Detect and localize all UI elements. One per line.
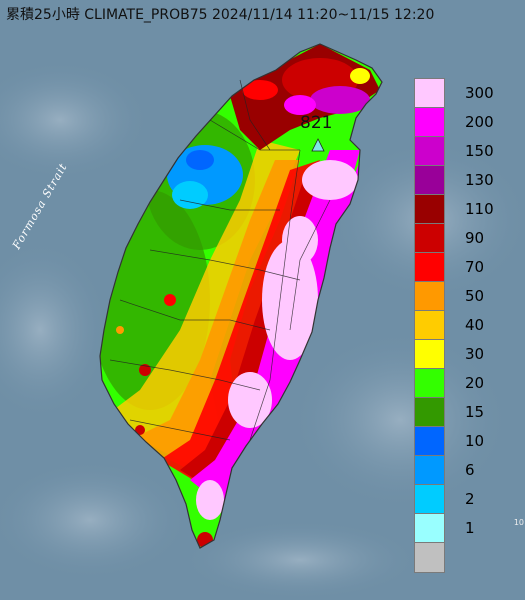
triangle-marker-icon bbox=[311, 138, 325, 152]
map-title: 累積25小時 CLIMATE_PROB75 2024/11/14 11:20~1… bbox=[6, 7, 435, 23]
legend-label: 300 bbox=[465, 84, 494, 102]
legend-label: 15 bbox=[465, 403, 485, 421]
legend-label: 40 bbox=[465, 316, 485, 334]
corner-note: 10 bbox=[513, 518, 524, 527]
legend-swatch bbox=[414, 165, 445, 196]
legend-label: 6 bbox=[465, 461, 475, 479]
county-boundaries bbox=[109, 79, 331, 441]
legend-swatch bbox=[414, 78, 445, 109]
cloud-texture bbox=[0, 60, 525, 600]
legend-swatch bbox=[414, 455, 445, 486]
legend-swatch bbox=[414, 223, 445, 254]
legend-swatch bbox=[414, 484, 445, 515]
legend-swatch bbox=[414, 397, 445, 428]
legend-swatch bbox=[414, 107, 445, 138]
legend-label: 20 bbox=[465, 374, 485, 392]
rainfall-legend: 300 200 150 130 110 90 70 50 40 30 20 15 10 6 2 1 bbox=[412, 78, 518, 573]
legend-swatch bbox=[414, 368, 445, 399]
legend-label: 150 bbox=[465, 142, 494, 160]
legend-label: 110 bbox=[465, 200, 494, 218]
max-value-label: 821 bbox=[300, 113, 333, 133]
legend-label: 50 bbox=[465, 287, 485, 305]
legend-swatch bbox=[414, 194, 445, 225]
legend-swatch bbox=[414, 252, 445, 283]
taiwan-outline bbox=[99, 43, 383, 549]
legend-swatch bbox=[414, 542, 445, 573]
legend-swatch bbox=[414, 136, 445, 167]
legend-swatch bbox=[414, 426, 445, 457]
legend-label: 10 bbox=[465, 432, 485, 450]
legend-label: 30 bbox=[465, 345, 485, 363]
legend-label: 130 bbox=[465, 171, 494, 189]
legend-label: 2 bbox=[465, 490, 475, 508]
legend-swatch bbox=[414, 281, 445, 312]
legend-label: 90 bbox=[465, 229, 485, 247]
legend-label: 200 bbox=[465, 113, 494, 131]
legend-label: 1 bbox=[465, 519, 475, 537]
legend-label: 70 bbox=[465, 258, 485, 276]
legend-swatch bbox=[414, 339, 445, 370]
legend-swatch bbox=[414, 513, 445, 544]
legend-swatch bbox=[414, 310, 445, 341]
